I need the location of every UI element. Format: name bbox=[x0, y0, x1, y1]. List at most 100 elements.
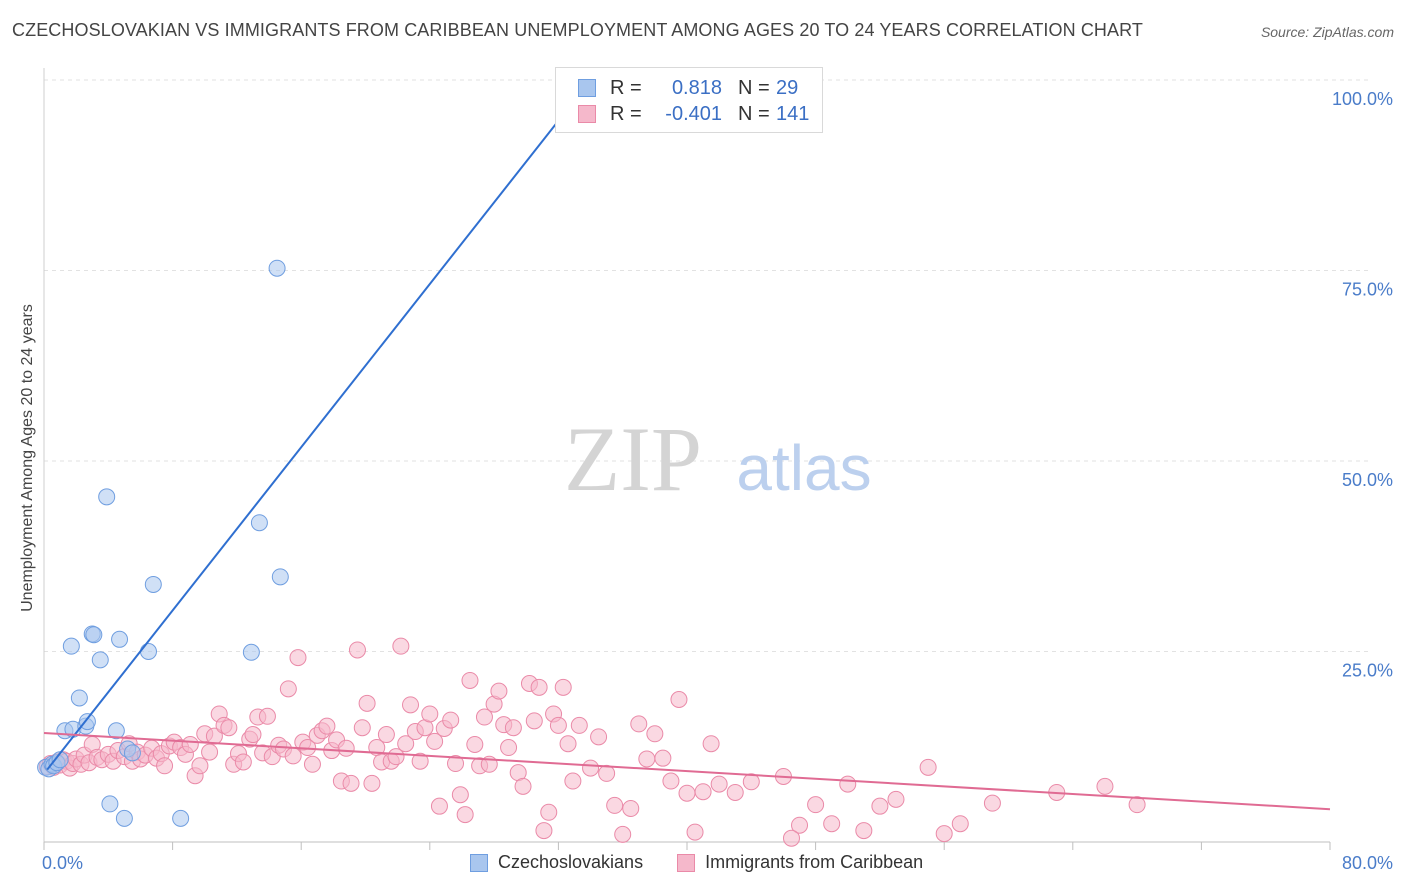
x-tick-label: 80.0% bbox=[1342, 853, 1393, 873]
legend-swatch-blue bbox=[470, 853, 488, 872]
point-caribbean bbox=[156, 757, 174, 775]
point-caribbean bbox=[570, 716, 588, 734]
point-caribbean bbox=[181, 735, 199, 753]
point-caribbean bbox=[191, 757, 209, 775]
point-caribbean bbox=[638, 750, 656, 768]
point-czechoslovakian bbox=[123, 744, 141, 762]
point-czechoslovakian bbox=[242, 643, 260, 661]
point-caribbean bbox=[839, 775, 857, 793]
point-caribbean bbox=[726, 783, 744, 801]
point-czechoslovakian bbox=[139, 643, 157, 660]
point-caribbean bbox=[935, 825, 953, 843]
legend-swatch-blue bbox=[578, 79, 596, 97]
chart-title: CZECHOSLOVAKIAN VS IMMIGRANTS FROM CARIB… bbox=[12, 20, 1144, 40]
point-caribbean bbox=[303, 755, 321, 773]
point-caribbean bbox=[654, 749, 672, 767]
point-czechoslovakian bbox=[91, 651, 109, 669]
point-caribbean bbox=[421, 705, 439, 723]
watermark-zip: ZIP bbox=[564, 408, 702, 510]
series-legend: Czechoslovakians Immigrants from Caribbe… bbox=[470, 852, 957, 873]
legend-r-label: R = bbox=[610, 102, 642, 125]
point-caribbean bbox=[887, 790, 905, 808]
point-caribbean bbox=[500, 739, 518, 757]
point-caribbean bbox=[919, 758, 937, 776]
point-caribbean bbox=[234, 753, 252, 771]
point-caribbean bbox=[622, 799, 640, 817]
trend-lines bbox=[43, 79, 1331, 811]
point-caribbean bbox=[540, 803, 558, 821]
y-tick-label: 75.0% bbox=[1342, 280, 1393, 300]
point-caribbean bbox=[535, 822, 553, 840]
point-caribbean bbox=[670, 691, 688, 709]
point-czechoslovakian bbox=[107, 722, 125, 740]
point-caribbean bbox=[855, 822, 873, 840]
point-caribbean bbox=[244, 726, 262, 744]
point-caribbean bbox=[606, 796, 624, 814]
point-caribbean bbox=[694, 783, 712, 801]
point-czechoslovakian bbox=[144, 575, 162, 593]
legend-n-label: N = bbox=[738, 102, 770, 125]
point-caribbean bbox=[530, 678, 548, 696]
point-caribbean bbox=[646, 725, 664, 743]
point-czechoslovakian bbox=[250, 514, 268, 532]
point-caribbean bbox=[1128, 796, 1146, 814]
legend-item-czechoslovakians[interactable]: Czechoslovakians bbox=[470, 852, 643, 873]
point-caribbean bbox=[348, 641, 366, 659]
point-caribbean bbox=[702, 735, 720, 753]
point-czechoslovakian bbox=[98, 488, 116, 506]
point-caribbean bbox=[525, 712, 543, 730]
point-caribbean bbox=[1096, 777, 1114, 795]
point-caribbean bbox=[582, 759, 600, 777]
point-caribbean bbox=[426, 732, 444, 750]
point-caribbean bbox=[686, 823, 704, 841]
point-caribbean bbox=[983, 794, 1001, 812]
point-caribbean bbox=[397, 735, 415, 753]
tick-labels: 25.0% 50.0% 75.0% 100.0% 0.0% 80.0% bbox=[42, 89, 1393, 873]
y-tick-label: 100.0% bbox=[1332, 89, 1393, 109]
point-caribbean bbox=[564, 772, 582, 790]
point-caribbean bbox=[451, 786, 469, 804]
legend-swatch-pink bbox=[677, 853, 696, 872]
point-caribbean bbox=[782, 829, 800, 847]
point-caribbean bbox=[823, 815, 841, 833]
point-caribbean bbox=[442, 711, 460, 729]
point-caribbean bbox=[220, 719, 238, 737]
points-czechoslovakians bbox=[37, 71, 575, 827]
point-caribbean bbox=[358, 694, 376, 712]
point-caribbean bbox=[742, 773, 760, 791]
trend-line-czechoslovakians bbox=[46, 79, 592, 771]
legend-r-value: -0.401 bbox=[665, 102, 722, 125]
point-czechoslovakian bbox=[70, 689, 88, 707]
point-caribbean bbox=[475, 708, 493, 726]
legend-label: Czechoslovakians bbox=[498, 852, 644, 872]
point-caribbean bbox=[289, 649, 307, 667]
legend-item-caribbean[interactable]: Immigrants from Caribbean bbox=[677, 852, 923, 873]
point-caribbean bbox=[590, 728, 608, 746]
point-caribbean bbox=[342, 774, 360, 792]
y-tick-label: 50.0% bbox=[1342, 470, 1393, 490]
point-caribbean bbox=[678, 784, 696, 802]
point-caribbean bbox=[279, 680, 297, 698]
point-caribbean bbox=[318, 717, 336, 735]
point-caribbean bbox=[807, 796, 825, 814]
point-caribbean bbox=[549, 716, 567, 734]
point-caribbean bbox=[201, 743, 219, 761]
point-caribbean bbox=[337, 739, 355, 757]
point-caribbean bbox=[504, 719, 522, 737]
legend-r-value: 0.818 bbox=[671, 76, 722, 99]
point-caribbean bbox=[630, 715, 648, 733]
point-caribbean bbox=[402, 696, 420, 714]
point-caribbean bbox=[554, 678, 572, 696]
point-caribbean bbox=[598, 764, 616, 782]
point-czechoslovakian bbox=[85, 626, 103, 644]
point-caribbean bbox=[411, 752, 429, 770]
point-czechoslovakian bbox=[115, 809, 133, 827]
point-caribbean bbox=[662, 772, 680, 790]
legend-row-caribbean: R = -0.401 N = 141 bbox=[578, 101, 809, 127]
axes bbox=[43, 68, 1331, 850]
point-caribbean bbox=[514, 777, 532, 795]
point-caribbean bbox=[392, 637, 410, 655]
point-czechoslovakian bbox=[101, 795, 119, 813]
stats-legend: R = 0.818 N = 29 R = -0.401 N = 141 bbox=[555, 67, 823, 133]
